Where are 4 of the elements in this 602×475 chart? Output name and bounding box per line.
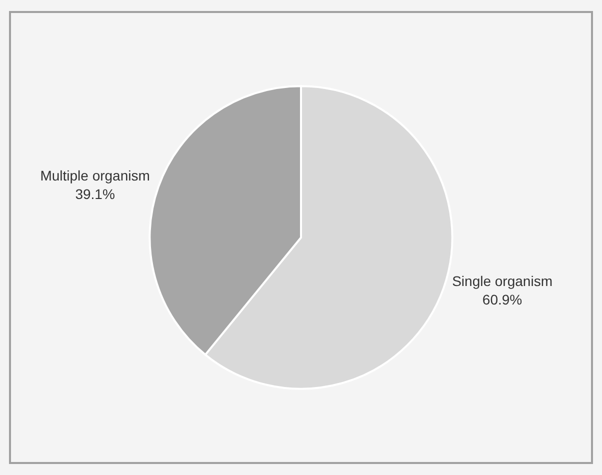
- slice-label: Single organism: [452, 273, 552, 290]
- data-label: 60.9%: [482, 291, 522, 308]
- slice-label: Multiple organism: [40, 168, 150, 184]
- data-label: 39.1%: [75, 186, 115, 202]
